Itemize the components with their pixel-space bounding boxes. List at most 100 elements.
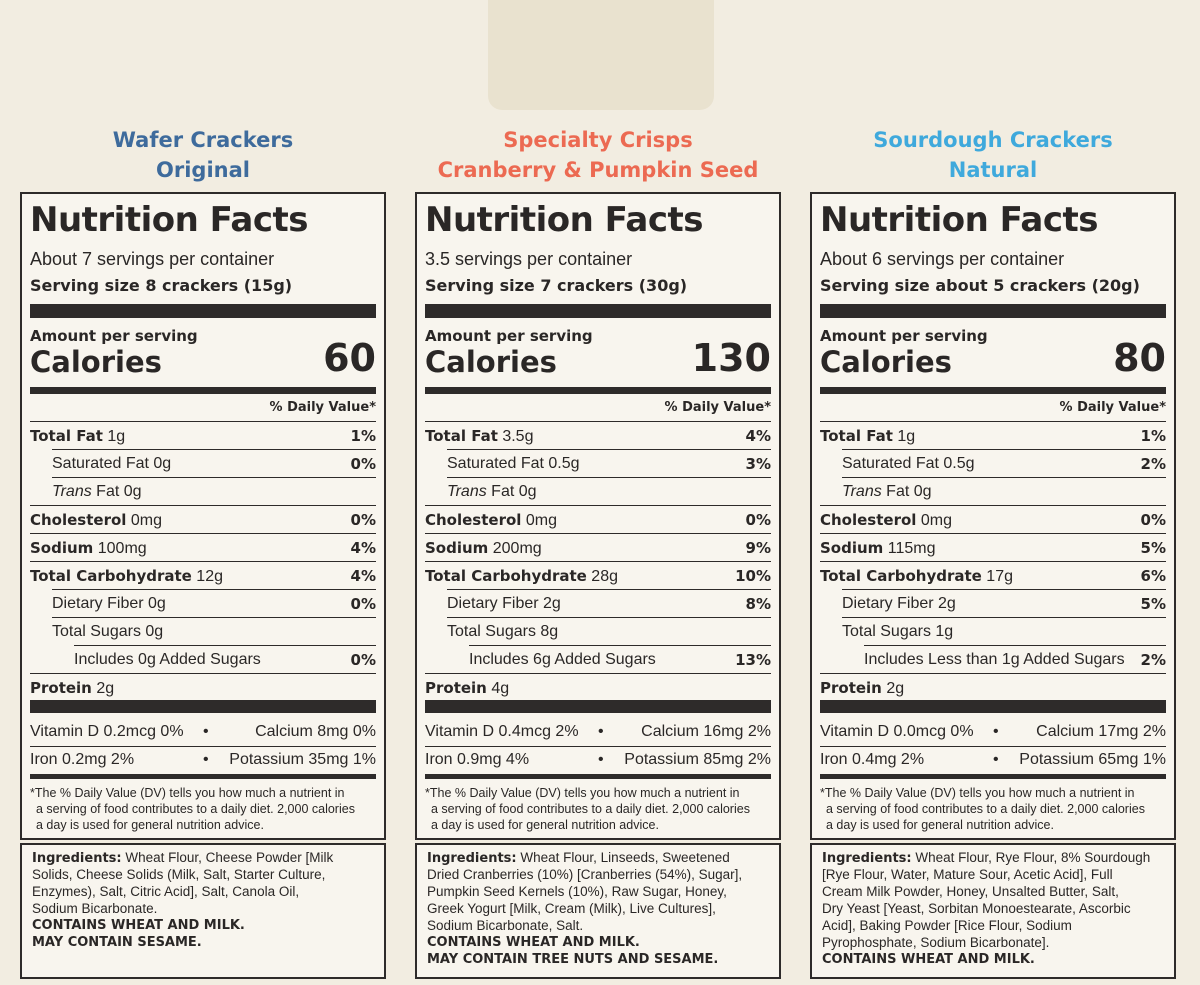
nutrient-row: Protein 2g: [820, 677, 1174, 699]
rule: [30, 421, 376, 422]
allergen-statement: CONTAINS WHEAT AND MILK.: [32, 918, 245, 933]
servings-per-container: 3.5 servings per container: [425, 249, 633, 269]
nutrient-label: Total Fat: [425, 427, 498, 445]
product-name: Specialty Crisps: [503, 128, 693, 152]
nutrient-row: Total Carbohydrate 28g 10%: [425, 565, 779, 587]
footnote-line: a serving of food contributes to a daily…: [431, 802, 750, 816]
nutrient-label: Includes Less than 1g Added Sugars: [864, 651, 1125, 668]
rule: [842, 617, 1166, 618]
nutrient-dv: 5%: [1140, 595, 1166, 613]
nutrient-label: Fat: [491, 483, 515, 500]
rule: [74, 645, 376, 646]
rule: [447, 617, 771, 618]
nutrient-amount: 3.5g: [502, 428, 534, 445]
nutrient-row: Sodium 115mg 5%: [820, 537, 1174, 559]
nutrient-label: Dietary Fiber: [447, 595, 539, 612]
vitamin-right: Potassium 85mg 2%: [624, 751, 771, 768]
product-name: Natural: [948, 158, 1038, 182]
rule: [820, 746, 1166, 747]
nutrient-amount: 0g: [148, 595, 166, 612]
footnote-line: a serving of food contributes to a daily…: [36, 802, 355, 816]
nutrient-amount: 0g: [153, 455, 172, 472]
nutrient-row: Includes Less than 1g Added Sugars 2%: [864, 649, 1174, 671]
medium-bar: [30, 387, 376, 394]
rule: [820, 505, 1166, 506]
nutrient-label: Cholesterol: [820, 511, 917, 529]
nutrient-label: Cholesterol: [425, 511, 522, 529]
nutrition-facts-panel: Nutrition Facts About 6 servings per cont…: [810, 192, 1176, 840]
ingredients-line: Dry Yeast [Yeast, Sorbitan Monoestearate…: [822, 901, 1131, 916]
vitamin-right: Calcium 8mg 0%: [255, 723, 376, 740]
nutrient-label: Total Sugars: [52, 623, 141, 640]
rule: [30, 533, 376, 534]
dv-header: % Daily Value*: [269, 400, 376, 415]
nutrient-amount: 2g: [886, 680, 905, 697]
nutrient-label-italic: Trans: [842, 483, 882, 500]
nutrient-label: Fat: [96, 483, 120, 500]
rule: [447, 477, 771, 478]
nutrient-row: Saturated Fat 0.5g 2%: [842, 453, 1174, 475]
rule: [52, 589, 376, 590]
vitamin-left: Vitamin D 0.2mcg 0%: [30, 723, 184, 740]
nutrient-row: Trans Fat 0g: [52, 481, 384, 503]
rule: [52, 477, 376, 478]
thick-bar: [820, 304, 1166, 318]
ingredients-label: Ingredients:: [32, 851, 122, 866]
nutrient-dv: 9%: [745, 539, 771, 557]
nutrient-amount: 0.5g: [548, 455, 580, 472]
nutrient-row: Sodium 100mg 4%: [30, 537, 384, 559]
rule: [52, 449, 376, 450]
nutrient-amount: 0mg: [130, 512, 163, 529]
nutrient-label: Total Sugars: [447, 623, 536, 640]
nutrient-amount: 4g: [491, 680, 510, 697]
ingredients-text: Wheat Flour, Linseeds, Sweetened: [520, 850, 730, 865]
nutrient-row: Cholesterol 0mg 0%: [820, 509, 1174, 531]
ingredients-line: Pyrophosphate, Sodium Bicarbonate].: [822, 935, 1050, 950]
nutrient-amount: 2g: [96, 680, 115, 697]
calories-label: Calories: [30, 345, 162, 379]
ingredients-line: Enzymes), Salt, Citric Acid], Salt, Cano…: [32, 884, 300, 899]
ingredients-line: Ingredients: Wheat Flour, Linseeds, Swee…: [427, 850, 730, 866]
nutrient-label: Sodium: [30, 539, 94, 557]
product-name: Cranberry & Pumpkin Seed: [437, 158, 759, 182]
allergen-statement: CONTAINS WHEAT AND MILK.: [822, 952, 1035, 967]
ingredients-box: Ingredients: Wheat Flour, Linseeds, Swee…: [415, 843, 781, 979]
nutrient-amount: 1g: [935, 623, 954, 640]
nutrient-dv: 4%: [350, 539, 376, 557]
rule: [30, 561, 376, 562]
ingredients-line: Acid], Baking Powder [Rice Flour, Sodium: [822, 918, 1072, 933]
rule: [864, 645, 1166, 646]
nutrient-dv: 0%: [745, 511, 771, 529]
calories-value: 130: [691, 336, 771, 380]
rule: [820, 533, 1166, 534]
serving-size: Serving size 7 crackers (30g): [425, 276, 688, 295]
nutrient-row: Total Carbohydrate 12g 4%: [30, 565, 384, 587]
nutrient-dv: 4%: [350, 567, 376, 585]
nutrient-label: Protein: [30, 679, 92, 697]
nutrient-dv: 6%: [1140, 567, 1166, 585]
allergen-statement: MAY CONTAIN SESAME.: [32, 935, 202, 950]
footnote-line: a day is used for general nutrition advi…: [36, 818, 264, 832]
nutrient-row: Cholesterol 0mg 0%: [425, 509, 779, 531]
bullet: •: [993, 723, 999, 740]
nf-title: Nutrition Facts: [30, 200, 308, 240]
vitamin-left: Vitamin D 0.0mcg 0%: [820, 723, 974, 740]
product-name: Sourdough Crackers: [873, 128, 1113, 152]
product-name: Original: [156, 158, 250, 182]
nutrient-label-italic: Trans: [447, 483, 487, 500]
nutrient-dv: 0%: [350, 595, 376, 613]
vitamin-left: Iron 0.4mg 2%: [820, 751, 925, 768]
nutrient-label: Dietary Fiber: [52, 595, 144, 612]
medium-bar: [425, 774, 771, 779]
nutrient-label-italic: Trans: [52, 483, 92, 500]
amount-per-serving: Amount per serving: [425, 327, 593, 345]
rule: [425, 561, 771, 562]
thick-bar: [30, 700, 376, 713]
allergen-statement: CONTAINS WHEAT AND MILK.: [427, 935, 640, 950]
ingredients-box: Ingredients: Wheat Flour, Cheese Powder …: [20, 843, 386, 979]
ingredients-line: Sodium Bicarbonate, Salt.: [427, 918, 584, 933]
nutrient-dv: 0%: [350, 651, 376, 669]
ingredients-line: Dried Cranberries (10%) [Cranberries (54…: [427, 867, 743, 882]
nutrient-label: Total Carbohydrate: [30, 567, 192, 585]
ingredients-line: [Rye Flour, Water, Mature Sour, Acetic A…: [822, 867, 1113, 882]
